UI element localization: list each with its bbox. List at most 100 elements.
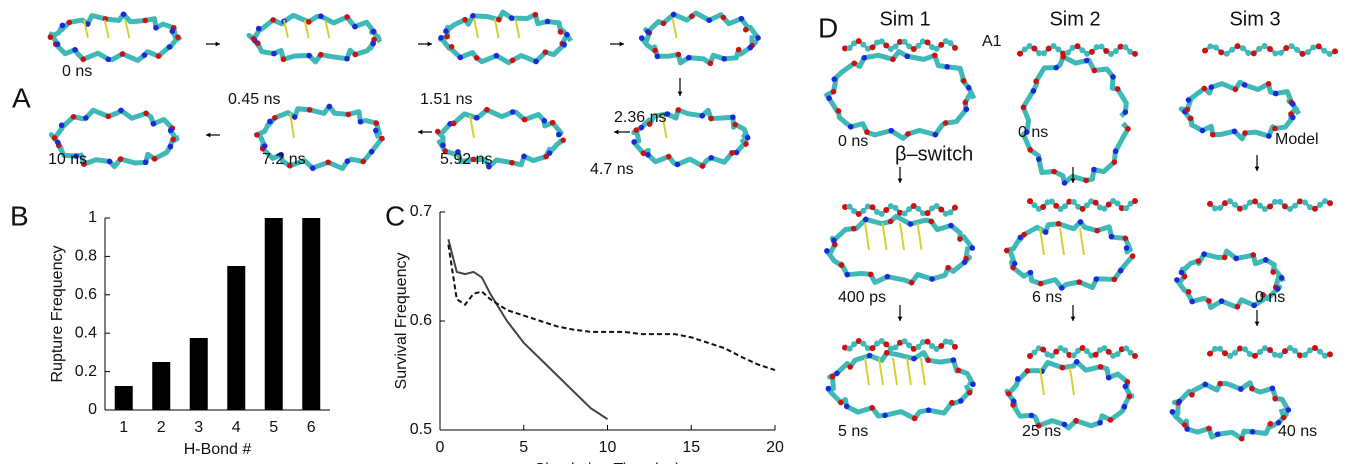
molecule <box>1174 248 1286 310</box>
atom <box>864 345 871 352</box>
atom <box>117 156 124 162</box>
time-label: 0.45 ns <box>228 91 280 108</box>
atom <box>271 50 277 57</box>
atom <box>1097 419 1103 426</box>
x-tick-label: 1 <box>119 419 128 436</box>
atom <box>1079 205 1086 212</box>
h-bond <box>324 19 331 39</box>
atom <box>1123 345 1130 352</box>
atom <box>1026 43 1033 50</box>
atom <box>1073 359 1080 365</box>
atom <box>317 51 324 58</box>
atom <box>928 218 935 225</box>
atom <box>1169 408 1176 415</box>
atom <box>1256 45 1263 52</box>
atom <box>1124 379 1131 385</box>
atom <box>1035 422 1042 429</box>
line-series <box>447 244 776 372</box>
atom <box>1315 43 1322 50</box>
h-bond <box>892 357 898 386</box>
atom <box>883 207 890 214</box>
atom <box>448 43 455 50</box>
atom <box>1232 349 1238 356</box>
atom <box>864 45 871 52</box>
atom <box>890 56 896 63</box>
atom <box>543 153 549 160</box>
molecule <box>824 49 977 141</box>
molecule <box>437 9 573 66</box>
x-tick-label: 20 <box>766 439 784 456</box>
atom <box>1010 398 1017 405</box>
atom <box>1267 346 1273 353</box>
atom <box>1107 417 1114 423</box>
y-tick-label: 0.2 <box>75 363 97 380</box>
h-bond <box>878 357 884 386</box>
atom <box>1238 386 1244 392</box>
atom <box>542 49 549 55</box>
atom <box>1312 205 1318 212</box>
atom <box>1122 235 1129 242</box>
atom <box>1184 106 1191 113</box>
atom <box>254 132 260 138</box>
atom <box>1093 44 1100 51</box>
atom <box>541 117 548 124</box>
atom <box>1061 180 1068 186</box>
atom <box>462 16 468 23</box>
atom <box>1097 364 1104 370</box>
atom <box>1285 407 1292 413</box>
atom <box>1217 380 1223 387</box>
x-tick-label: 10 <box>599 439 617 456</box>
arrow-head <box>418 129 423 135</box>
atom <box>1277 352 1283 359</box>
atom <box>1242 130 1248 136</box>
state-label: β–switch <box>895 143 973 165</box>
atom <box>665 153 672 160</box>
panel-label: A <box>12 82 31 113</box>
atom <box>838 399 844 406</box>
atom <box>892 204 899 211</box>
h-bond <box>899 222 905 251</box>
atom <box>1110 74 1116 80</box>
atom <box>442 148 448 154</box>
atom <box>1222 350 1228 357</box>
atom <box>969 245 976 251</box>
atom <box>860 207 867 214</box>
atom <box>1021 46 1028 53</box>
atom <box>867 271 874 278</box>
atom <box>556 131 562 138</box>
atom <box>832 241 838 248</box>
atom <box>1206 298 1212 304</box>
atom <box>747 44 754 51</box>
atom <box>170 136 176 143</box>
atom <box>1187 115 1194 122</box>
h-bond <box>881 222 888 251</box>
state-label: 0 ns <box>1255 289 1285 306</box>
atom <box>1262 205 1268 212</box>
atom <box>851 60 858 67</box>
backbone <box>246 12 383 65</box>
atom <box>1111 159 1118 165</box>
atom <box>1229 46 1236 53</box>
backbone <box>825 350 976 421</box>
atom <box>1122 383 1129 390</box>
atom <box>732 121 739 128</box>
atom <box>1079 345 1086 352</box>
atom <box>910 203 917 210</box>
atom <box>1266 133 1272 139</box>
atom <box>1061 421 1068 428</box>
atom <box>1122 44 1129 51</box>
backbone <box>631 107 751 169</box>
x-tick-label: 3 <box>194 419 203 436</box>
atom <box>955 367 962 374</box>
atom <box>306 52 312 59</box>
atom <box>105 56 112 63</box>
atom <box>925 407 932 413</box>
atom <box>906 43 913 50</box>
atom <box>1217 204 1223 211</box>
atom <box>1127 200 1134 207</box>
atom <box>59 22 66 29</box>
h-bond <box>1039 227 1045 256</box>
atom <box>142 159 149 166</box>
atom <box>1245 49 1252 56</box>
atom <box>950 357 957 363</box>
